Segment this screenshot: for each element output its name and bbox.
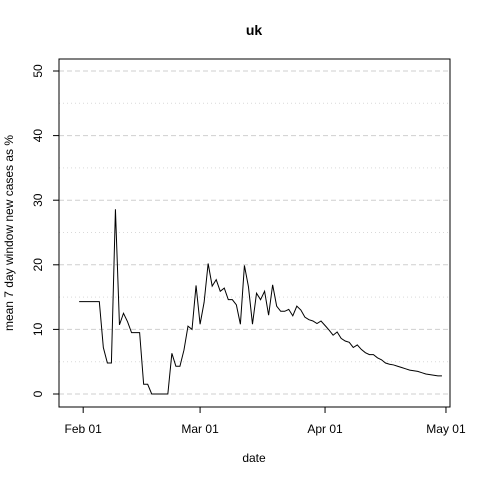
y-tick-label: 50 [31,64,45,78]
y-tick-label: 20 [31,258,45,272]
y-axis-label: mean 7 day window new cases as % [2,135,16,331]
y-tick-label: 40 [31,129,45,143]
x-tick-label: Mar 01 [181,422,219,436]
x-tick-label: Apr 01 [307,422,343,436]
x-axis: Feb 01 Mar 01 Apr 01 May 01 [65,407,466,436]
y-tick-label: 10 [31,322,45,336]
y-tick-label: 0 [31,390,45,397]
gridlines [59,70,450,395]
x-tick-label: Feb 01 [65,422,103,436]
x-tick-label: May 01 [426,422,466,436]
x-axis-label: date [242,451,266,465]
plot-frame [58,58,451,408]
series-line [79,209,442,395]
chart-title: uk [246,22,263,38]
y-axis: 0 10 20 30 40 50 [31,64,59,397]
y-tick-label: 30 [31,193,45,207]
